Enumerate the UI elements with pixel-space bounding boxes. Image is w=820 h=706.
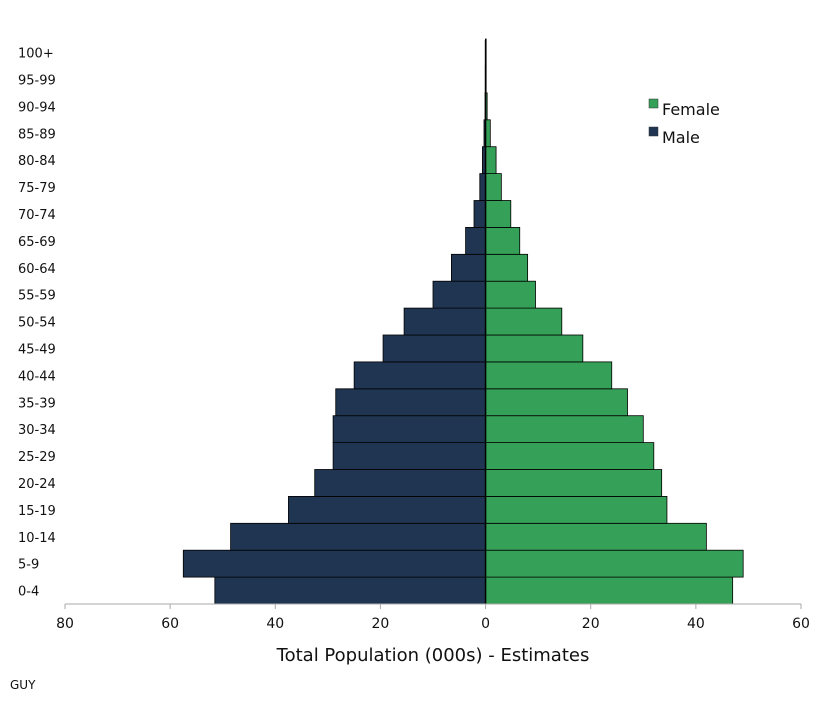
male-bar-30-34	[332, 415, 486, 444]
age-label-100+: 100+	[18, 47, 54, 62]
country-code-annotation: GUY	[10, 678, 36, 692]
female-bar-30-34	[485, 415, 644, 444]
age-label-50-54: 50-54	[18, 316, 56, 331]
age-label-10-14: 10-14	[18, 531, 56, 546]
male-bar-55-59	[432, 280, 486, 309]
female-bar-65-69	[485, 226, 521, 255]
age-label-75-79: 75-79	[18, 181, 56, 196]
age-label-95-99: 95-99	[18, 73, 56, 88]
female-bar-45-49	[485, 334, 584, 363]
female-bar-35-39	[485, 388, 628, 417]
x-axis-ticks: 80 60 40 20 0 20 40 60	[56, 604, 810, 632]
male-bar-20-24	[314, 469, 486, 497]
age-label-5-9: 5-9	[18, 558, 39, 573]
female-bar-40-44	[485, 361, 613, 390]
male-bar-65-69	[465, 226, 486, 255]
age-label-30-34: 30-34	[18, 423, 56, 438]
male-bar-70-74	[473, 200, 486, 228]
legend-female-label: Female	[662, 100, 720, 119]
male-bars	[182, 38, 487, 605]
age-label-20-24: 20-24	[18, 477, 56, 492]
legend-male-label: Male	[662, 128, 700, 147]
female-bar-60-64	[485, 253, 529, 282]
x-axis-label: Total Population (000s) - Estimates	[276, 645, 590, 666]
male-bar-5-9	[182, 549, 486, 578]
age-label-55-59: 55-59	[18, 289, 56, 304]
female-bars	[485, 38, 744, 605]
male-bar-50-54	[403, 307, 486, 336]
male-bar-35-39	[335, 388, 486, 417]
female-bar-55-59	[485, 280, 536, 309]
male-bar-75-79	[479, 173, 486, 201]
female-bar-75-79	[485, 173, 502, 201]
age-label-40-44: 40-44	[18, 369, 56, 384]
age-label-85-89: 85-89	[18, 127, 56, 142]
female-bar-20-24	[485, 469, 663, 497]
male-bar-0-4	[214, 576, 486, 605]
legend-male-swatch	[648, 126, 659, 137]
female-bar-5-9	[485, 549, 744, 578]
age-group-labels: 0-4 5-9 10-14 15-19 20-24 25-29 30-34 35-39 40-4…	[18, 47, 56, 600]
female-bar-10-14	[485, 522, 707, 551]
female-bar-70-74	[485, 200, 512, 228]
age-label-45-49: 45-49	[18, 342, 56, 357]
male-bar-15-19	[288, 495, 486, 524]
x-tick-label-5: 20	[582, 616, 600, 632]
male-bar-10-14	[230, 522, 486, 551]
age-label-25-29: 25-29	[18, 450, 56, 465]
female-bar-15-19	[485, 495, 668, 524]
male-bar-45-49	[382, 334, 486, 363]
x-tick-label-6: 40	[687, 616, 705, 632]
female-bar-50-54	[485, 307, 563, 336]
x-tick-label-0: 80	[56, 616, 74, 632]
legend-female-swatch	[648, 98, 659, 109]
x-tick-label-7: 60	[792, 616, 810, 632]
x-tick-label-4: 0	[481, 616, 490, 632]
female-bar-80-84	[485, 146, 497, 174]
age-label-65-69: 65-69	[18, 235, 56, 250]
age-label-70-74: 70-74	[18, 208, 56, 223]
x-tick-label-3: 20	[372, 616, 390, 632]
age-label-0-4: 0-4	[18, 585, 39, 600]
age-label-60-64: 60-64	[18, 262, 56, 277]
x-tick-label-1: 60	[161, 616, 179, 632]
male-bar-25-29	[332, 442, 486, 470]
age-label-35-39: 35-39	[18, 396, 56, 411]
male-bar-60-64	[450, 253, 486, 282]
age-label-90-94: 90-94	[18, 100, 56, 115]
x-tick-label-2: 40	[266, 616, 284, 632]
male-bar-40-44	[353, 361, 486, 390]
age-label-80-84: 80-84	[18, 154, 56, 169]
female-bar-25-29	[485, 442, 655, 470]
female-bar-0-4	[485, 576, 734, 605]
age-label-15-19: 15-19	[18, 504, 56, 519]
legend: Female Male	[648, 98, 720, 147]
